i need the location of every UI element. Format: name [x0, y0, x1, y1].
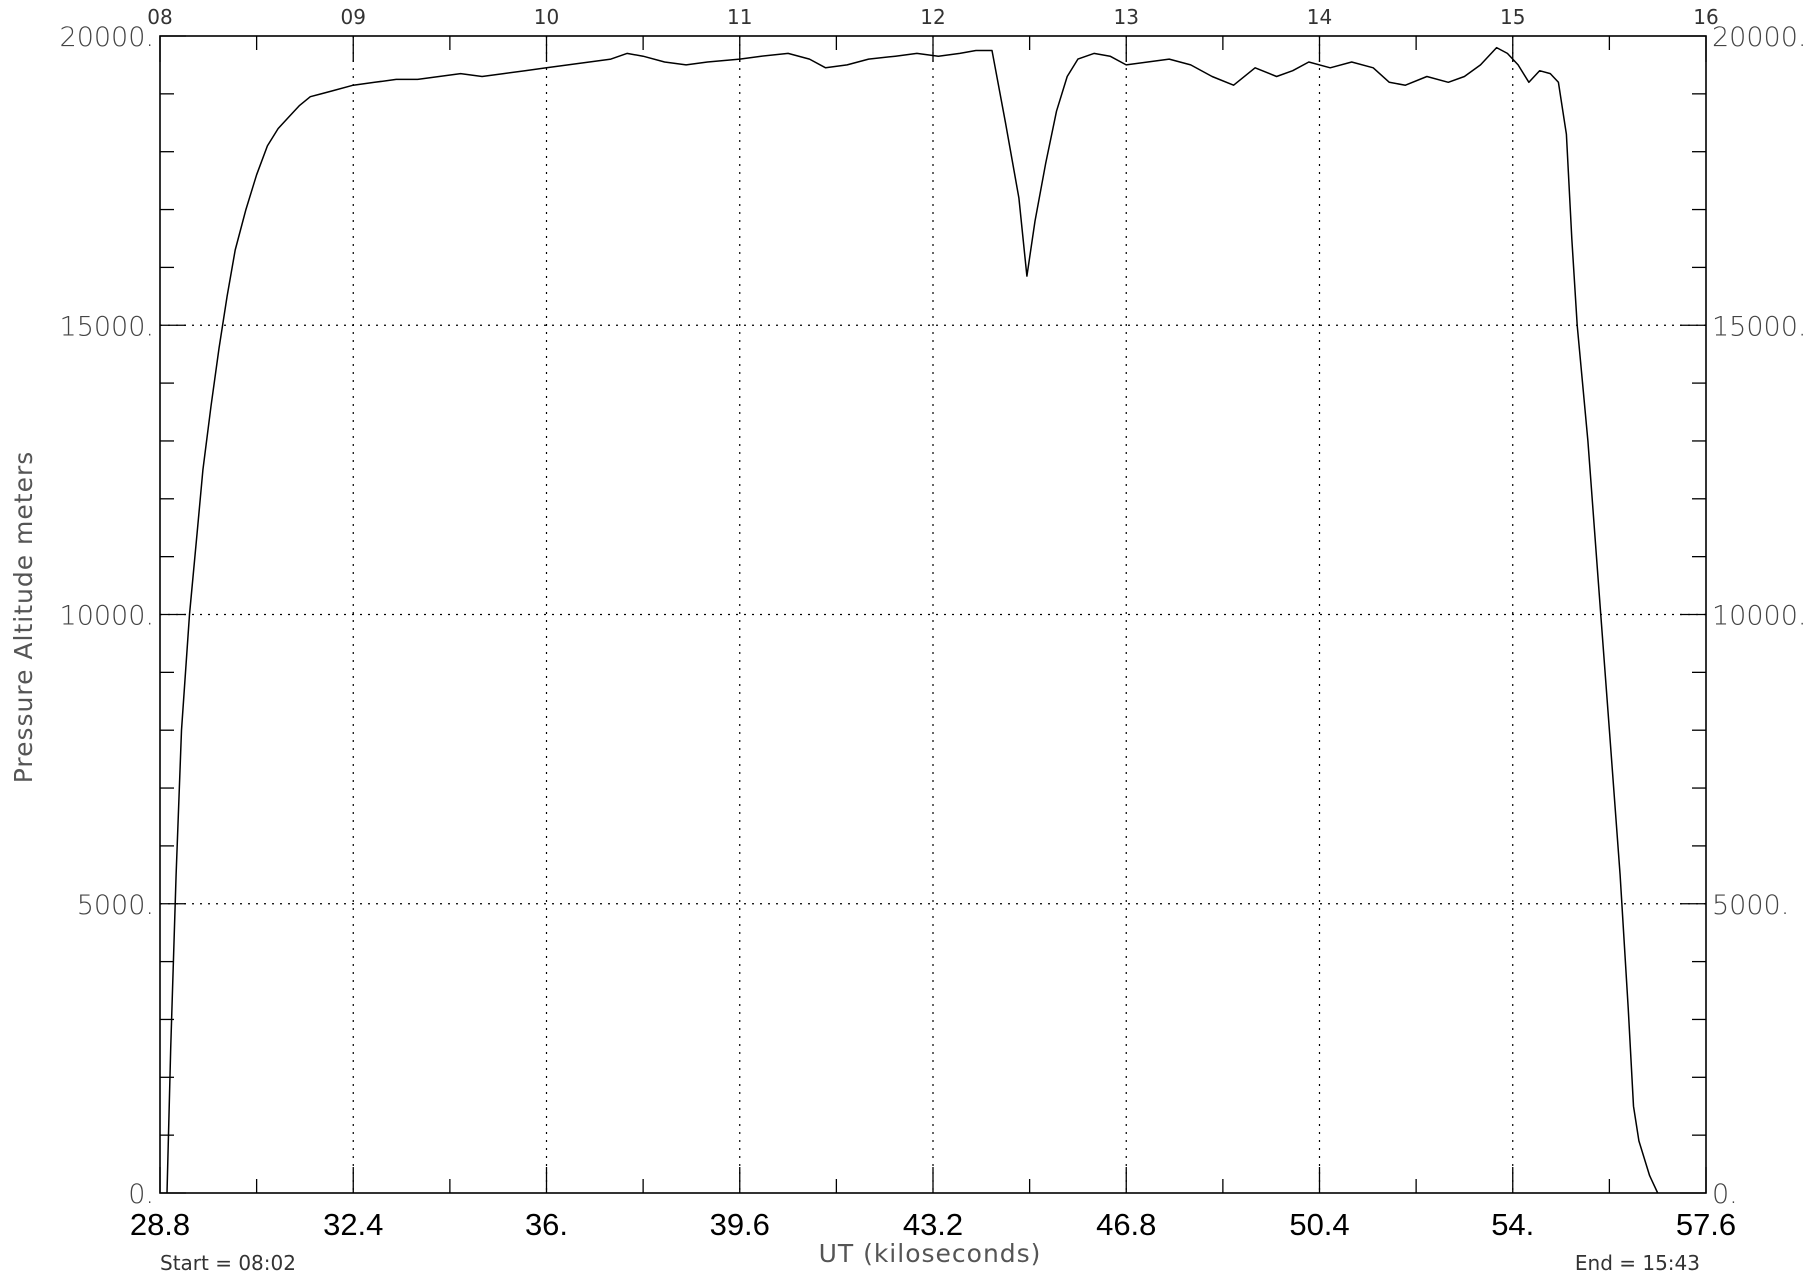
y-tick-label-left: 10000.	[60, 601, 154, 632]
y-tick-label-left: 15000.	[60, 311, 154, 342]
x-tick-label: 54.	[1491, 1207, 1534, 1242]
axis-ticks	[159, 35, 1707, 1194]
grid-lines	[160, 36, 1706, 1193]
series-layer	[166, 46, 1659, 1194]
top-time-tick-label: 16	[1693, 5, 1718, 29]
y-tick-label-right: 20000.	[1712, 22, 1806, 53]
altitude-series-line	[166, 46, 1659, 1194]
top-time-tick-label: 11	[727, 5, 752, 29]
y-tick-label-right: 0.	[1712, 1179, 1738, 1210]
x-tick-label: 50.4	[1289, 1207, 1349, 1242]
y-tick-label-right: 5000.	[1712, 890, 1789, 921]
top-time-tick-label: 10	[534, 5, 559, 29]
x-tick-label: 57.6	[1676, 1207, 1736, 1242]
plot-frame	[159, 35, 1707, 1194]
top-time-tick-label: 12	[920, 5, 945, 29]
top-time-tick-label: 14	[1307, 5, 1332, 29]
x-tick-label: 39.6	[710, 1207, 770, 1242]
x-axis-title: UT (kiloseconds)	[819, 1239, 1042, 1268]
top-time-tick-label: 15	[1500, 5, 1525, 29]
top-time-tick-label: 13	[1114, 5, 1139, 29]
y-tick-label-right: 15000.	[1712, 311, 1806, 342]
top-time-tick-label: 08	[147, 5, 172, 29]
y-tick-label-right: 10000.	[1712, 601, 1806, 632]
y-tick-label-left: 0.	[128, 1179, 154, 1210]
y-tick-label-left: 5000.	[77, 890, 154, 921]
x-tick-label: 43.2	[903, 1207, 963, 1242]
x-tick-label: 32.4	[323, 1207, 383, 1242]
end-time-label: End = 15:43	[1575, 1251, 1700, 1274]
y-tick-label-left: 20000.	[60, 22, 154, 53]
tick-labels: 28.8 32.4 36. 39.6 43.2 46.8 50.4 54. 57.6 08 09 10…	[60, 5, 1807, 1242]
start-time-label: Start = 08:02	[160, 1251, 296, 1274]
x-tick-label: 28.8	[130, 1207, 190, 1242]
x-tick-label: 46.8	[1096, 1207, 1156, 1242]
top-time-tick-label: 09	[341, 5, 366, 29]
x-tick-label: 36.	[525, 1207, 568, 1242]
y-axis-title: Pressure Altitude meters	[9, 451, 38, 784]
